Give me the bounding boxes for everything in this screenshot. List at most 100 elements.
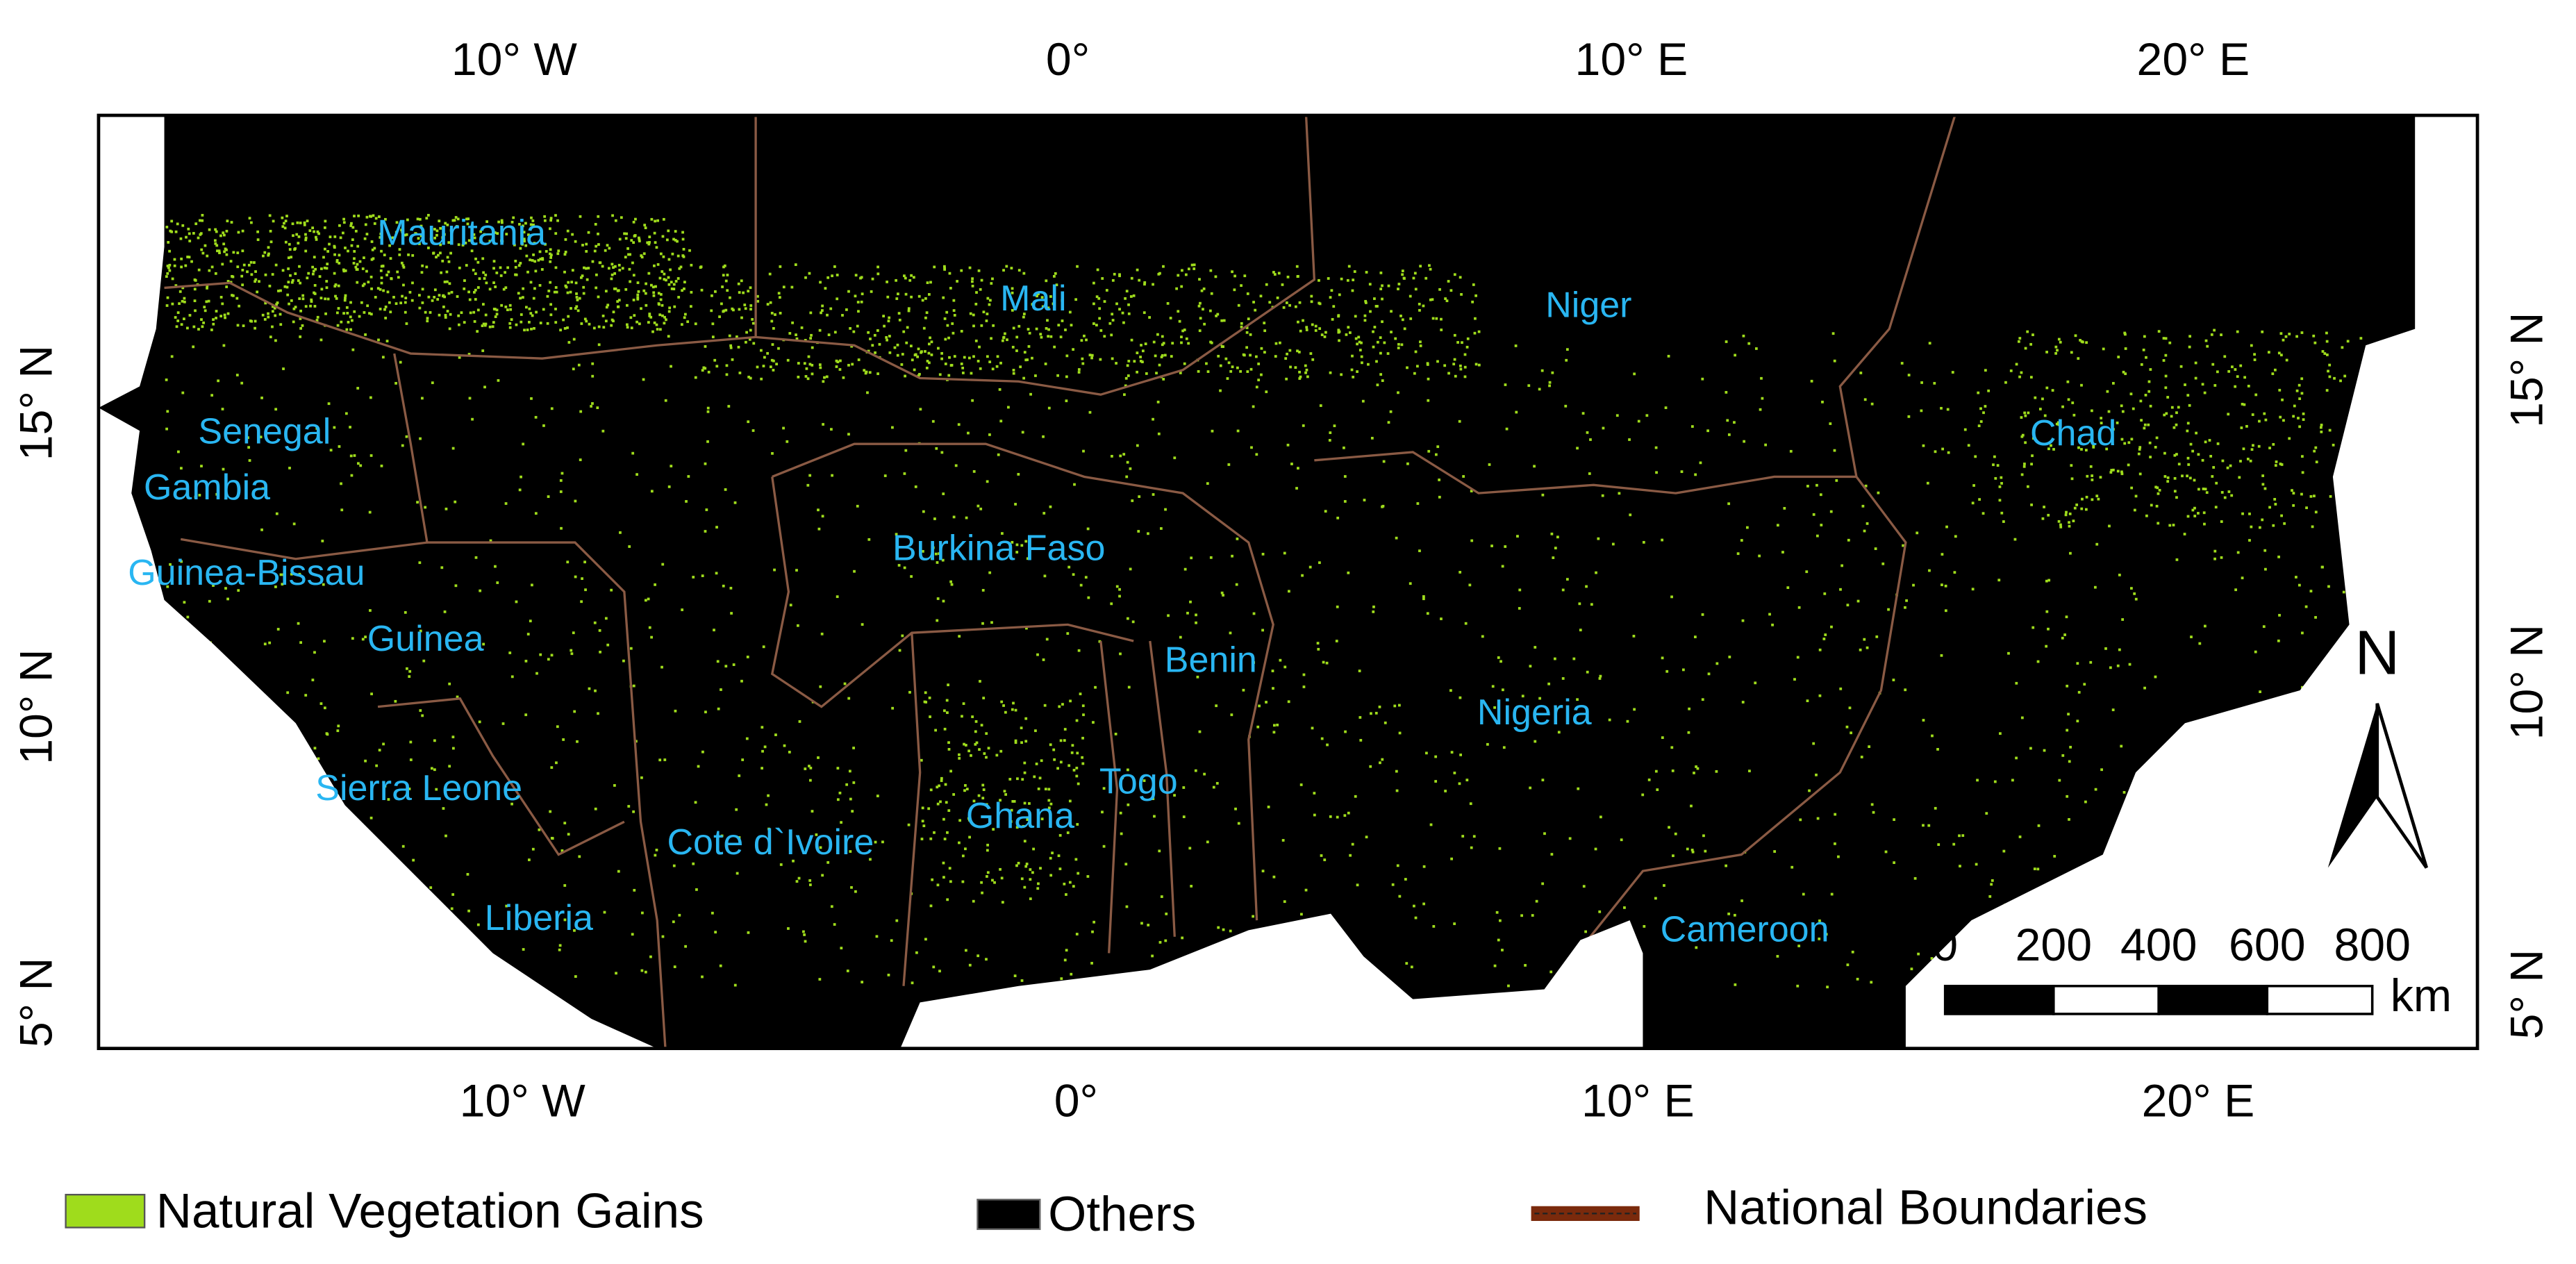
speck (1696, 767, 1700, 770)
speck (953, 314, 956, 317)
speck (433, 236, 437, 240)
speck (1024, 740, 1028, 743)
speck (843, 682, 847, 685)
speck (1023, 885, 1027, 889)
speck (1068, 799, 1072, 803)
speck (819, 366, 822, 369)
speck (1181, 329, 1185, 333)
speck (1152, 417, 1154, 421)
speck (385, 274, 388, 276)
country-label: Guinea-Bissau (128, 553, 365, 593)
speck (1454, 374, 1457, 378)
speck (737, 345, 740, 349)
speck (944, 363, 947, 365)
speck (982, 310, 986, 314)
speck (788, 332, 792, 335)
speck (1870, 402, 1874, 406)
speck (2140, 363, 2143, 366)
speck (264, 273, 267, 276)
speck (650, 217, 654, 221)
speck (1490, 544, 1493, 547)
speck (896, 343, 899, 347)
speck (518, 223, 521, 226)
boundary (902, 633, 922, 986)
speck (873, 333, 876, 337)
speck (654, 219, 656, 223)
speck (455, 225, 458, 228)
speck (686, 320, 690, 324)
speck (2175, 558, 2179, 561)
speck (1647, 778, 1651, 781)
speck (299, 281, 302, 285)
speck (808, 765, 811, 767)
speck (282, 367, 285, 370)
speck (1529, 665, 1532, 668)
speck (318, 275, 322, 278)
speck (856, 504, 859, 508)
speck (1379, 272, 1383, 274)
speck (654, 854, 657, 857)
speck (419, 234, 423, 238)
speck (313, 292, 317, 295)
speck (1851, 950, 1854, 954)
speck (222, 231, 225, 235)
speck (970, 280, 974, 283)
speck (640, 307, 642, 310)
speck (936, 561, 939, 564)
speck (1374, 711, 1378, 715)
speck (481, 349, 485, 352)
speck (1286, 352, 1288, 356)
speck (467, 217, 470, 220)
speck (1557, 731, 1561, 734)
speck (614, 219, 617, 222)
speck (919, 408, 922, 411)
speck (811, 810, 814, 813)
speck (200, 318, 203, 321)
speck (465, 217, 468, 221)
speck (766, 303, 770, 306)
speck (2220, 491, 2224, 494)
speck (316, 315, 319, 319)
speck (988, 571, 992, 574)
speck (648, 241, 651, 244)
speck (772, 369, 775, 372)
speck (208, 228, 211, 231)
speck (2079, 339, 2082, 342)
speck (1340, 277, 1343, 281)
speck (1178, 319, 1181, 323)
speck (1092, 302, 1095, 306)
speck (2155, 504, 2159, 508)
speck (1958, 834, 1961, 838)
speck (1349, 331, 1352, 334)
speck (323, 226, 326, 229)
speck (401, 294, 404, 298)
speck (531, 219, 535, 222)
speck (2282, 419, 2285, 422)
speck (1141, 360, 1144, 364)
speck (494, 565, 497, 568)
speck (618, 238, 622, 241)
speck (444, 316, 447, 319)
speck (617, 870, 620, 873)
speck (575, 292, 578, 295)
country-label: Chad (2030, 413, 2116, 454)
speck (593, 249, 597, 253)
speck (1863, 638, 1866, 641)
speck (279, 289, 282, 292)
speck (612, 266, 615, 269)
speck (627, 253, 630, 256)
speck (254, 326, 257, 330)
speck (1979, 420, 1983, 423)
latitude-label: 15° N (2501, 313, 2552, 428)
speck (1534, 740, 1537, 743)
speck (549, 217, 553, 220)
speck (2168, 341, 2172, 344)
speck (1068, 881, 1072, 884)
speck (2188, 335, 2192, 338)
speck (374, 296, 377, 299)
speck (2203, 522, 2206, 526)
speck (1892, 679, 1895, 681)
speck (2212, 466, 2216, 469)
speck (1656, 788, 1659, 791)
speck (1190, 263, 1194, 267)
